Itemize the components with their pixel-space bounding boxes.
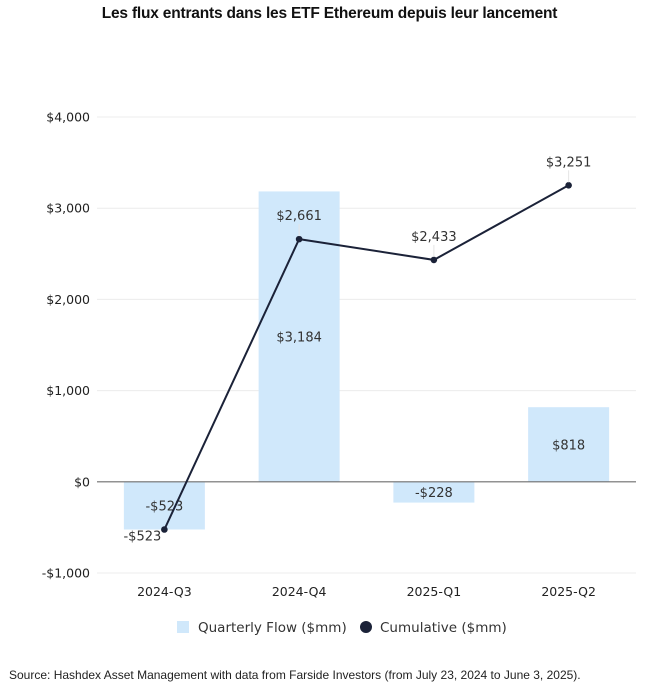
bar-data-label: $818	[552, 438, 585, 453]
gridlines	[97, 116, 636, 574]
bar	[393, 481, 475, 503]
cumulative-point	[565, 182, 572, 189]
x-tick-label: 2025-Q2	[541, 584, 596, 599]
cumulative-line	[161, 182, 572, 533]
y-tick-label: -$1,000	[42, 566, 90, 581]
x-tick-label: 2024-Q4	[272, 584, 327, 599]
bar-data-label: -$228	[415, 486, 453, 501]
cumulative-labels: -$523 $2,661 $2,433 $3,251	[123, 155, 591, 544]
cumulative-line-path	[163, 184, 570, 530]
cumulative-point	[161, 526, 168, 533]
legend: Quarterly Flow ($mm) Cumulative ($mm)	[177, 620, 507, 636]
cumulative-point	[295, 235, 303, 243]
legend-marker-cumulative	[360, 621, 372, 633]
bar	[528, 407, 610, 482]
cumulative-point	[430, 256, 438, 264]
x-tick-label: 2025-Q1	[407, 584, 462, 599]
y-tick-label: $4,000	[46, 110, 90, 125]
bar-data-label: $3,184	[276, 331, 322, 346]
y-tick-label: $1,000	[46, 383, 90, 398]
source-note: Source: Hashdex Asset Management with da…	[9, 668, 581, 682]
bars	[123, 191, 610, 530]
bar-labels: -$523$3,184-$228$818	[145, 331, 585, 515]
y-axis-ticks: -$1,000 $0 $1,000 $2,000 $3,000 $4,000	[42, 110, 90, 581]
cumulative-data-label: -$523	[123, 529, 161, 544]
y-tick-label: $3,000	[46, 201, 90, 216]
y-tick-label: $0	[74, 474, 90, 489]
legend-swatch-quarterly-flow	[177, 621, 189, 633]
x-tick-label: 2024-Q3	[137, 584, 192, 599]
legend-label-quarterly-flow: Quarterly Flow ($mm)	[198, 620, 347, 636]
y-tick-label: $2,000	[46, 292, 90, 307]
cumulative-data-label: $2,433	[411, 230, 457, 245]
chart-title: Les flux entrants dans les ETF Ethereum …	[101, 5, 558, 22]
cumulative-data-label: $3,251	[546, 155, 592, 170]
bar	[123, 481, 205, 530]
legend-label-cumulative: Cumulative ($mm)	[380, 620, 507, 636]
x-axis-ticks: 2024-Q3 2024-Q4 2025-Q1 2025-Q2	[137, 584, 596, 599]
cumulative-data-label: $2,661	[276, 209, 322, 224]
